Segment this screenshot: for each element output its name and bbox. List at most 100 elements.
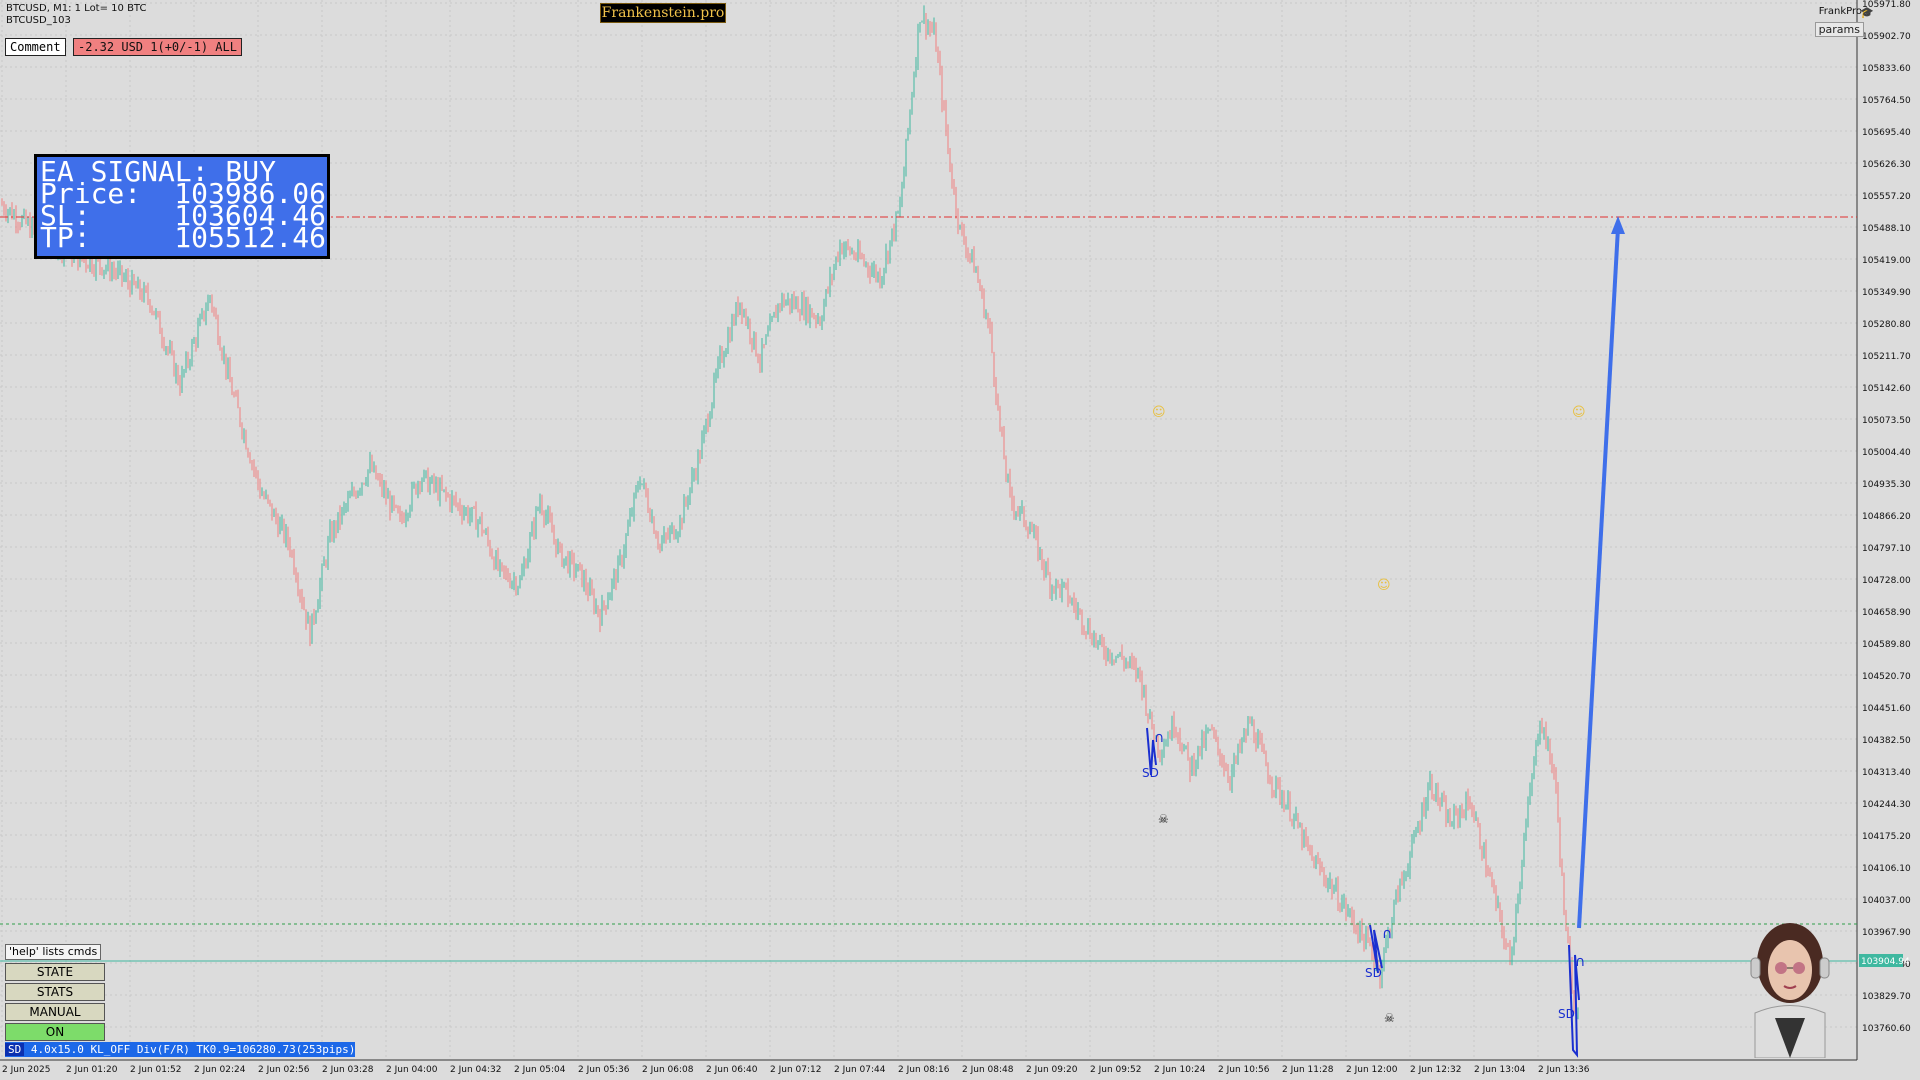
price-tick-label: 105211.70: [1862, 352, 1911, 362]
current-price-label: 103904.94: [1861, 957, 1910, 967]
status-bar: SD 4.0x15.0 KL_OFF Div(F/R) TK0.9=106280…: [5, 1042, 356, 1057]
sd-marker-label: SD: [1365, 966, 1382, 980]
params-button[interactable]: params: [1814, 22, 1864, 37]
signal-sl-label: SL:: [40, 199, 91, 232]
smile-marker: ☺: [1572, 405, 1586, 420]
current-price-tag: 103904.94: [1859, 954, 1910, 967]
time-tick-label: 2 Jun 07:12: [770, 1065, 821, 1075]
price-tick-label: 104589.80: [1862, 640, 1911, 650]
price-tick-label: 104451.60: [1862, 704, 1911, 714]
pnl-badge: -2.32 USD 1(+0/-1) ALL: [73, 38, 242, 56]
help-hint: 'help' lists cmds: [5, 944, 102, 960]
candlestick-series: [1, 5, 1579, 1020]
frankpro-label: FrankPro: [1818, 6, 1862, 17]
time-tick-label: 2 Jun 04:00: [386, 1065, 438, 1075]
price-tick-label: 104866.20: [1862, 512, 1911, 522]
signal-tp-row: TP: 105512.46: [40, 221, 327, 254]
price-tick-label: 104313.40: [1862, 768, 1911, 778]
time-tick-label: 2 Jun 03:28: [322, 1065, 374, 1075]
price-tick-label: 105488.10: [1862, 224, 1911, 234]
price-tick-label: 104520.70: [1862, 672, 1911, 682]
time-tick-label: 2 Jun 13:36: [1538, 1065, 1590, 1075]
buy-signal-marker: ∩: [1154, 730, 1164, 746]
signal-zigzag: [1568, 944, 1580, 1058]
skull-marker: ☠: [1158, 812, 1169, 826]
signal-sl-row: SL: 103604.46: [40, 199, 327, 232]
signal-sl-value: 103604.46: [174, 199, 326, 232]
price-tick-label: 103829.70: [1862, 992, 1911, 1002]
price-tick-label: 105349.90: [1862, 288, 1911, 298]
ea-signal-panel: EA SIGNAL: BUY Price: 103986.06 SL: 103604…: [34, 154, 330, 259]
symbol-info: BTCUSD, M1: 1 Lot= 10 BTC: [6, 3, 147, 14]
price-tick-label: 104106.10: [1862, 864, 1911, 874]
signal-title-row: EA SIGNAL: BUY: [40, 155, 327, 188]
time-tick-label: 2 Jun 12:32: [1410, 1065, 1461, 1075]
time-tick-label: 2 Jun 13:04: [1474, 1065, 1526, 1075]
price-tick-label: 103760.60: [1862, 1024, 1911, 1034]
price-tick-label: 105695.40: [1862, 128, 1911, 138]
price-tick-label: 104382.50: [1862, 736, 1911, 746]
time-tick-label: 2 Jun 2025: [2, 1065, 50, 1075]
signal-title: EA SIGNAL: BUY: [40, 155, 277, 188]
signal-price-row: Price: 103986.06: [40, 177, 327, 210]
time-tick-label: 2 Jun 07:44: [834, 1065, 886, 1075]
status-sd-badge: SD: [5, 1043, 25, 1056]
time-tick-label: 2 Jun 02:24: [194, 1065, 246, 1075]
price-tick-label: 105902.70: [1862, 32, 1911, 42]
avatar-portrait-icon: [1750, 923, 1830, 1059]
comment-button[interactable]: Comment: [5, 38, 66, 56]
manual-button[interactable]: MANUAL: [5, 1003, 105, 1021]
signal-price-value: 103986.06: [174, 177, 326, 210]
time-tick-label: 2 Jun 02:56: [258, 1065, 310, 1075]
time-tick-label: 2 Jun 09:20: [1026, 1065, 1078, 1075]
arrow-head: [1611, 216, 1625, 234]
price-axis[interactable]: 105971.80 105902.70 105833.60 105764.50 1056…: [1862, 0, 1911, 1034]
time-tick-label: 2 Jun 12:00: [1346, 1065, 1398, 1075]
time-tick-label: 2 Jun 10:56: [1218, 1065, 1270, 1075]
on-toggle-button[interactable]: ON: [5, 1023, 105, 1041]
price-tick-label: 105142.60: [1862, 384, 1911, 394]
price-tick-label: 104037.00: [1862, 896, 1911, 906]
time-tick-label: 2 Jun 06:40: [706, 1065, 758, 1075]
price-tick-label: 104175.20: [1862, 832, 1911, 842]
time-tick-label: 2 Jun 05:36: [578, 1065, 630, 1075]
time-tick-label: 2 Jun 05:04: [514, 1065, 566, 1075]
skull-marker: ☠: [1384, 1011, 1395, 1025]
price-tick-label: 105073.50: [1862, 416, 1911, 426]
price-tick-label: 105419.00: [1862, 256, 1911, 266]
time-tick-label: 2 Jun 01:20: [66, 1065, 118, 1075]
signal-tp-value: 105512.46: [174, 221, 326, 254]
price-tick-label: 105557.20: [1862, 192, 1911, 202]
price-tick-label: 105764.50: [1862, 96, 1911, 106]
template-info: BTCUSD_103: [6, 15, 71, 26]
price-tick-label: 105626.30: [1862, 160, 1911, 170]
stats-button[interactable]: STATS: [5, 983, 105, 1001]
avatar-icon: [1735, 918, 1845, 1059]
price-tick-label: 105004.40: [1862, 448, 1911, 458]
price-tick-label: 104728.00: [1862, 576, 1911, 586]
time-tick-label: 2 Jun 11:28: [1282, 1065, 1334, 1075]
price-tick-label: 103967.90: [1862, 928, 1911, 938]
signal-zigzag: [1369, 924, 1383, 974]
brand-label[interactable]: Frankenstein.pro: [600, 3, 726, 23]
state-button[interactable]: STATE: [5, 963, 105, 981]
time-tick-label: 2 Jun 08:16: [898, 1065, 950, 1075]
arrow-shaft: [1577, 227, 1620, 929]
smile-marker: ☺: [1377, 578, 1391, 593]
time-tick-label: 2 Jun 08:48: [962, 1065, 1014, 1075]
time-axis[interactable]: 2 Jun 2025 2 Jun 01:20 2 Jun 01:52 2 Jun 02…: [2, 1065, 1590, 1075]
buy-signal-marker: ∩: [1382, 926, 1392, 942]
status-text: 4.0x15.0 KL_OFF Div(F/R) TK0.9=106280.73…: [24, 1043, 356, 1056]
price-tick-label: 104244.30: [1862, 800, 1911, 810]
price-tick-label: 105971.80: [1862, 0, 1911, 10]
price-tick-label: 104797.10: [1862, 544, 1911, 554]
time-tick-label: 2 Jun 04:32: [450, 1065, 501, 1075]
time-tick-label: 2 Jun 06:08: [642, 1065, 694, 1075]
price-tick-label: 105280.80: [1862, 320, 1911, 330]
buy-signal-marker: ∩: [1575, 954, 1585, 970]
buy-target-arrow: [1577, 216, 1625, 929]
smile-marker: ☺: [1152, 405, 1166, 420]
price-tick-label: 105833.60: [1862, 64, 1911, 74]
price-tick-label: 104935.30: [1862, 480, 1911, 490]
